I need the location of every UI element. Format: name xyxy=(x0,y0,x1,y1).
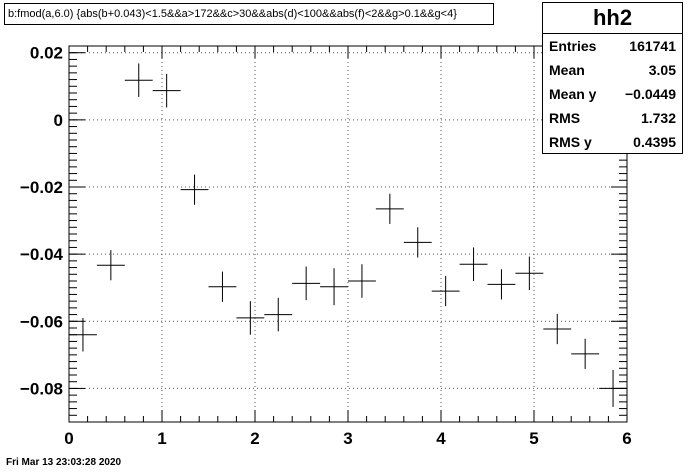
data-point xyxy=(487,269,516,300)
plot-frame xyxy=(68,45,628,423)
stats-label: Entries xyxy=(549,38,597,54)
stats-row-rms: RMS 1.732 xyxy=(543,106,682,130)
x-tick-label: 2 xyxy=(250,429,259,448)
y-tick-label: −0.06 xyxy=(20,312,63,331)
tick-labels: 0 1 2 3 4 5 6 0.02 0 −0.02 −0.04 −0.06 −0.08 xyxy=(20,44,632,448)
x-tick-label: 3 xyxy=(343,429,352,448)
stats-value: 161741 xyxy=(629,38,676,54)
stats-value: 1.732 xyxy=(640,110,676,126)
data-point xyxy=(515,256,544,291)
histogram-title: b:fmod(a,6.0) {abs(b+0.043)<1.5&&a>172&&… xyxy=(4,3,494,25)
histogram-title-text: b:fmod(a,6.0) {abs(b+0.043)<1.5&&a>172&&… xyxy=(8,8,457,20)
data-points xyxy=(69,63,627,407)
data-point xyxy=(571,338,600,369)
stats-row-rms-y: RMS y 0.4395 xyxy=(543,130,682,154)
x-tick-label: 6 xyxy=(622,429,631,448)
data-point xyxy=(264,297,293,332)
stats-row-entries: Entries 161741 xyxy=(543,34,682,58)
data-point xyxy=(124,63,153,98)
x-tick-label: 5 xyxy=(529,429,538,448)
data-point xyxy=(69,317,97,352)
x-tick-label: 0 xyxy=(64,429,73,448)
data-point xyxy=(403,227,432,258)
data-point xyxy=(348,264,376,298)
stats-histogram-name: hh2 xyxy=(543,3,682,34)
data-point xyxy=(431,275,460,307)
stats-value: −0.0449 xyxy=(625,86,676,102)
data-point xyxy=(236,301,265,335)
data-point xyxy=(599,369,627,407)
data-point xyxy=(320,268,348,306)
stats-label: Mean y xyxy=(549,86,597,102)
stats-row-mean-y: Mean y −0.0449 xyxy=(543,82,682,106)
stats-label: RMS xyxy=(549,110,581,126)
data-point xyxy=(152,73,181,108)
stats-value: 0.4395 xyxy=(633,134,676,150)
data-point xyxy=(459,247,488,281)
x-tick-label: 1 xyxy=(157,429,166,448)
data-point xyxy=(375,193,404,224)
y-tick-label: −0.08 xyxy=(20,379,63,398)
y-tick-label: −0.04 xyxy=(20,245,64,264)
x-tick-label: 4 xyxy=(436,429,446,448)
y-tick-label: 0 xyxy=(54,111,63,130)
y-tick-label: −0.02 xyxy=(20,178,63,197)
timestamp: Fri Mar 13 23:03:28 2020 xyxy=(6,457,122,468)
data-point xyxy=(180,174,209,205)
data-point xyxy=(208,271,237,302)
stats-label: RMS y xyxy=(549,134,592,150)
stats-value: 3.05 xyxy=(648,62,676,78)
data-point xyxy=(543,313,572,345)
data-point xyxy=(96,250,125,281)
stats-row-mean: Mean 3.05 xyxy=(543,58,682,82)
stats-label: Mean xyxy=(549,62,585,78)
stats-box: hh2 Entries 161741 Mean 3.05 Mean y −0.0… xyxy=(542,2,683,154)
data-point xyxy=(292,266,321,301)
y-tick-label: 0.02 xyxy=(30,44,63,63)
